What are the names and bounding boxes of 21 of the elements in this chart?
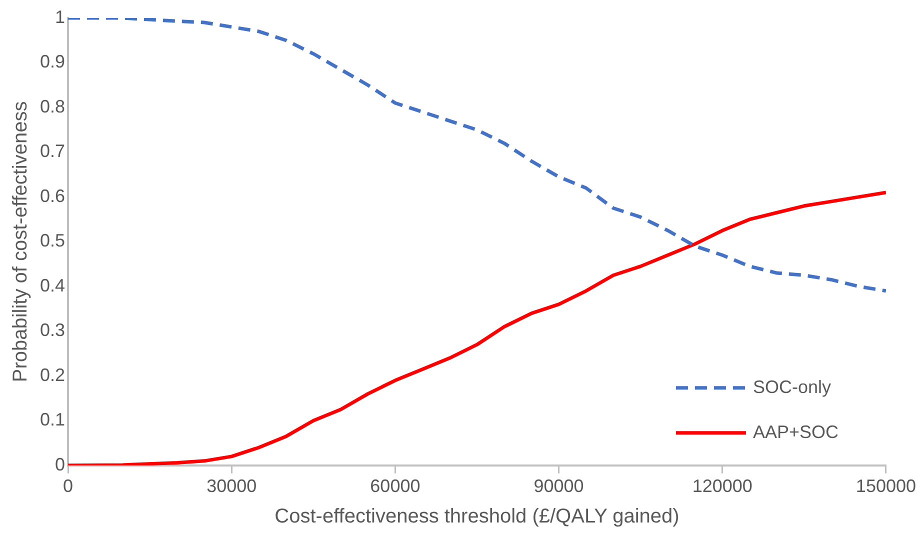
x-tick-label: 60000 [370,476,420,496]
y-tick-label: 0.8 [40,96,66,116]
x-tick-label: 30000 [206,476,257,496]
line-series [68,18,886,293]
y-tick-label: 0.3 [40,320,66,340]
x-tick-label: 120000 [692,476,752,496]
y-tick-label: 1 [55,6,66,27]
y-tick-label: 0.4 [40,275,66,296]
legend-label: SOC-only [752,376,831,397]
y-tick-label: 0.9 [40,52,66,72]
x-tick-label: 90000 [534,476,584,496]
y-tick-label: 0.6 [40,186,66,206]
y-tick-label: 0.7 [40,141,66,162]
y-tick-label: 0 [55,454,66,474]
y-axis-title: Probability of cost-effectiveness [10,101,32,382]
x-axis-title: Cost-effectiveness threshold (£/QALY gained) [274,506,680,528]
legend-label: AAP+SOC [752,422,839,442]
y-tick-label: 0.5 [40,230,66,251]
x-tick-label: 150000 [856,476,916,496]
y-tick-label: 0.2 [40,364,66,385]
y-tick-label: 0.1 [40,410,66,430]
